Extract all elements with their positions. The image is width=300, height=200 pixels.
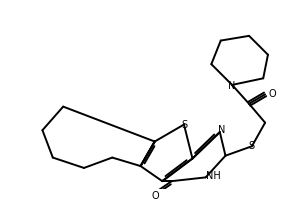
Text: S: S	[181, 120, 187, 130]
Text: O: O	[269, 89, 277, 99]
Text: NH: NH	[206, 171, 220, 181]
Text: N: N	[228, 81, 236, 91]
Text: O: O	[152, 191, 160, 200]
Text: S: S	[249, 141, 255, 151]
Text: N: N	[218, 125, 225, 135]
